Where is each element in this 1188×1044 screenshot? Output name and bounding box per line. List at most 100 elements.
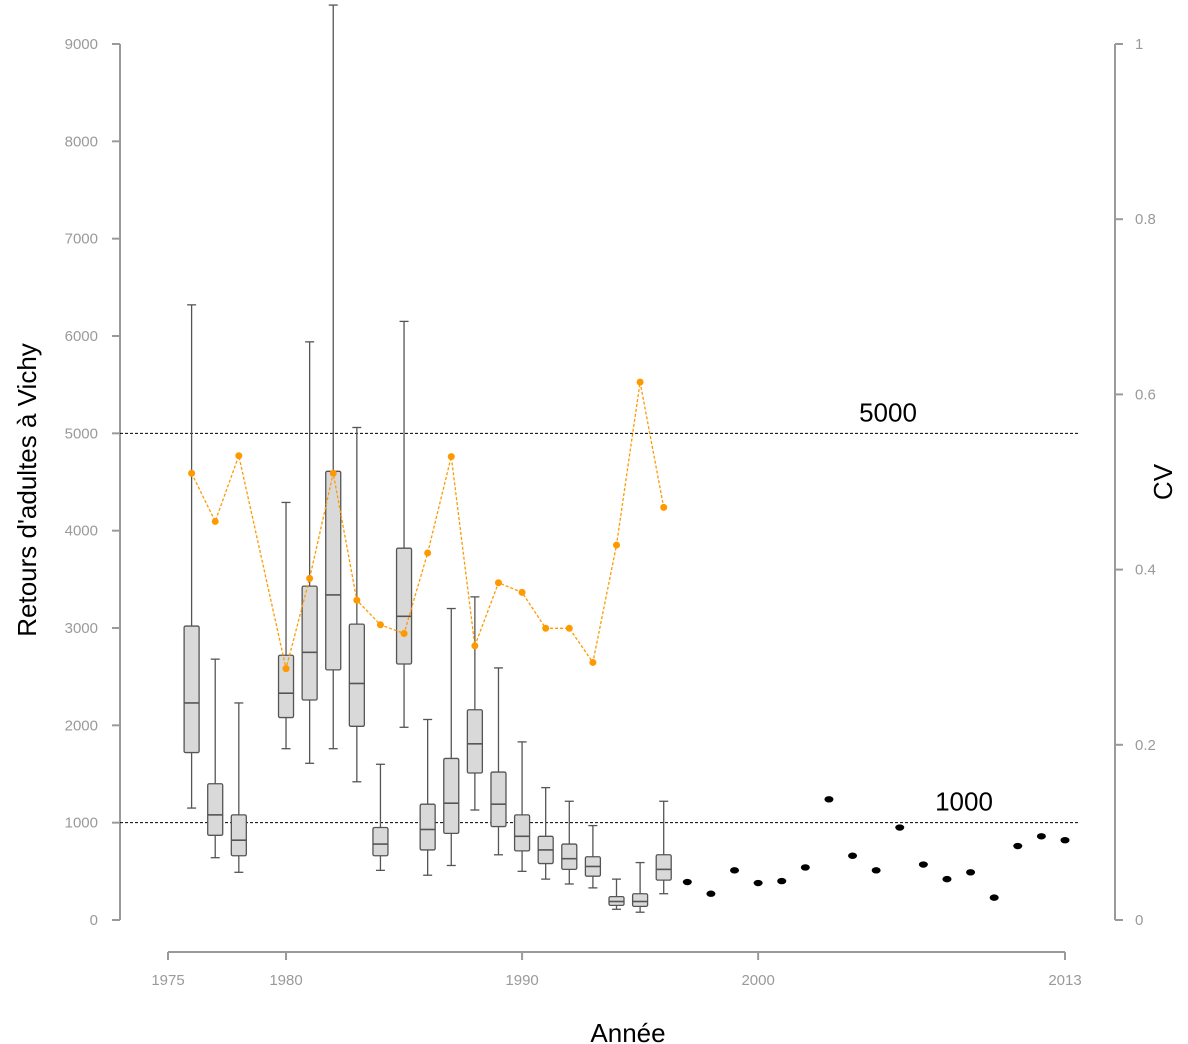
box (443, 757, 460, 835)
count-point (848, 852, 858, 859)
y-right-tick-label: 0.4 (1135, 562, 1156, 579)
cv-point (613, 541, 620, 549)
y-right-tick-label: 0.6 (1135, 386, 1156, 403)
count-point (800, 864, 810, 871)
cv-point (518, 588, 526, 596)
y-left-tick-label: 4000 (65, 523, 98, 540)
cv-point (329, 469, 337, 477)
y-left-tick-label: 0 (90, 912, 98, 929)
boxplot (584, 824, 602, 889)
cv-point (494, 579, 502, 587)
box (513, 814, 531, 852)
y-right-tick-label: 0 (1135, 912, 1143, 929)
boxplot (537, 786, 554, 880)
cv-point (660, 503, 668, 511)
boxplot (443, 607, 460, 867)
cv-point (282, 665, 290, 673)
box (372, 826, 389, 857)
box (207, 783, 224, 836)
box (183, 625, 200, 754)
box (277, 654, 295, 719)
cv-series (188, 378, 668, 673)
boxplot (466, 596, 484, 811)
y-left-tick-label: 9000 (65, 36, 98, 53)
box (655, 854, 672, 881)
point-counts (682, 796, 1070, 901)
boxplot (230, 702, 247, 873)
boxplots (183, 4, 672, 913)
count-point (1060, 836, 1070, 844)
cv-point (353, 596, 361, 604)
box (631, 893, 649, 908)
count-point (753, 879, 763, 887)
y-left-tick-label: 7000 (65, 231, 98, 248)
x-tick-label: 1980 (269, 972, 302, 989)
y-right-tick-label: 1 (1135, 36, 1143, 53)
boxplot (513, 741, 531, 872)
count-point (682, 878, 692, 886)
boxplot (490, 667, 507, 856)
x-tick-label: 1990 (505, 972, 538, 989)
count-point (895, 824, 905, 831)
x-tick-label: 1975 (151, 972, 184, 989)
boxplot (608, 878, 625, 910)
y-left-tick-label: 6000 (65, 328, 98, 345)
count-point (1036, 833, 1046, 840)
y-left-tick-label: 8000 (65, 133, 98, 150)
cv-point (542, 624, 550, 632)
count-point (942, 875, 952, 883)
cv-point (306, 574, 314, 582)
boxplot (207, 658, 224, 859)
box (490, 771, 507, 828)
box (348, 623, 365, 727)
count-point (989, 894, 999, 901)
axes: 0 1000 2000 3000 4000 5000 6000 7000 8000 9000 0 0.… (65, 36, 1156, 989)
y-right-tick-label: 0.8 (1135, 211, 1156, 228)
y-left-tick-label: 2000 (65, 717, 98, 734)
x-tick-label: 2000 (741, 972, 774, 989)
cv-point (235, 452, 243, 460)
box (466, 709, 484, 774)
box (419, 803, 436, 851)
axis-labels: Année Retours d'adultes à Vichy CV (12, 343, 1178, 1044)
x-tick-label: 2013 (1048, 972, 1081, 989)
boxplot (561, 800, 578, 885)
cv-point (636, 378, 644, 386)
y-axis-left-title: Retours d'adultes à Vichy (12, 343, 42, 637)
count-point (824, 796, 834, 803)
box (561, 843, 578, 871)
count-point (730, 867, 740, 874)
y-right-tick-label: 0.2 (1135, 737, 1156, 754)
cv-point (211, 517, 219, 525)
cv-point (565, 624, 573, 632)
boxplot (655, 800, 672, 895)
boxplot (348, 426, 365, 783)
y-left-tick-label: 5000 (65, 425, 98, 442)
reference-lines: 5000 1000 (120, 397, 1078, 824)
boxplot (419, 718, 436, 876)
reference-line-label: 1000 (935, 787, 993, 817)
y-axis-right-title: CV (1148, 463, 1178, 500)
cv-point (424, 549, 432, 557)
boxplot (183, 304, 200, 809)
boxplot (301, 341, 318, 764)
count-point (918, 861, 928, 868)
count-point (777, 877, 787, 885)
boxplot (395, 320, 413, 728)
count-point (1013, 842, 1023, 850)
count-point (706, 890, 716, 897)
cv-point (589, 658, 597, 666)
count-point (966, 869, 976, 876)
x-axis-title: Année (590, 1018, 665, 1044)
box (395, 547, 413, 665)
cv-point (376, 621, 384, 629)
cv-point (188, 469, 196, 477)
boxplot (631, 861, 649, 913)
y-left-tick-label: 3000 (65, 620, 98, 637)
cv-point (400, 630, 408, 638)
cv-point (471, 642, 479, 650)
cv-point (447, 453, 455, 461)
boxplot (277, 501, 295, 750)
box (230, 814, 247, 857)
